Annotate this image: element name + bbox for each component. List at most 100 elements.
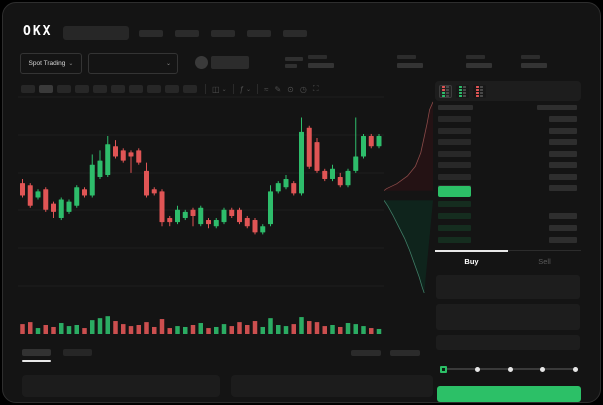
ask-amount-placeholder	[549, 139, 577, 145]
candle-style-icon: ◫	[212, 84, 220, 94]
stat-value-placeholder	[397, 63, 423, 68]
bid-price-placeholder	[438, 225, 471, 231]
book-asks-icon[interactable]	[473, 84, 486, 98]
history-icon: ◷	[299, 84, 307, 94]
mid-price-badge[interactable]	[438, 186, 471, 197]
fullscreen-icon: ⛶	[312, 84, 319, 93]
nav-item-placeholder[interactable]	[139, 30, 163, 37]
chevron-down-icon: ⌄	[221, 86, 227, 93]
bid-amount-placeholder	[549, 237, 577, 243]
bid-row[interactable]	[438, 225, 577, 231]
order-input-placeholder[interactable]	[436, 304, 580, 330]
order-form	[436, 275, 580, 355]
line-type-icon: ≈	[264, 84, 269, 94]
toolbar-divider	[232, 84, 234, 94]
amount-slider[interactable]	[440, 362, 578, 376]
history-button[interactable]: ◷	[300, 85, 307, 94]
order-input-placeholder[interactable]	[436, 275, 580, 299]
ask-amount-placeholder	[549, 116, 577, 122]
buy-submit-button[interactable]	[437, 386, 581, 402]
ask-price-placeholder	[438, 162, 471, 168]
search-input[interactable]	[63, 26, 129, 40]
tab-buy[interactable]: Buy	[435, 250, 508, 271]
pair-selector-dropdown[interactable]: ⌄	[88, 53, 178, 74]
bids-list	[438, 201, 577, 249]
bid-row[interactable]	[438, 237, 577, 243]
market-type-dropdown[interactable]: Spot Trading ⌄	[20, 53, 82, 74]
draw-icon: ✎	[274, 84, 282, 94]
ask-price-placeholder	[438, 116, 471, 122]
draw-button[interactable]: ✎	[274, 85, 281, 94]
timeframe-button[interactable]	[21, 85, 35, 93]
bottom-link-placeholder[interactable]	[351, 350, 381, 356]
line-type-button[interactable]: ≈	[264, 85, 268, 94]
nav-item-placeholder[interactable]	[175, 30, 199, 37]
book-bids-icon[interactable]	[456, 84, 469, 98]
last-price-placeholder	[211, 56, 249, 69]
change-percent-placeholder	[285, 64, 297, 68]
timeframe-button[interactable]	[129, 85, 143, 93]
chevron-down-icon: ⌄	[165, 61, 171, 67]
snapshot-button[interactable]: ⊙	[287, 85, 294, 94]
slider-stop[interactable]	[540, 366, 546, 372]
ask-row[interactable]	[438, 150, 577, 157]
slider-stop[interactable]	[573, 366, 578, 372]
ticker-stat	[466, 55, 492, 68]
market-type-label: Spot Trading	[28, 60, 66, 67]
book-all-icon[interactable]	[439, 84, 452, 98]
ask-amount-placeholder	[549, 162, 577, 168]
slider-stop[interactable]	[507, 366, 513, 372]
toolbar-divider	[257, 84, 259, 94]
slider-stops	[440, 362, 578, 376]
bottom-link-placeholder[interactable]	[390, 350, 420, 356]
change-value-placeholder	[285, 57, 303, 61]
stat-label-placeholder	[521, 55, 540, 59]
nav-item-placeholder[interactable]	[211, 30, 235, 37]
ticker-stat	[397, 55, 423, 68]
orders-panel-placeholder	[231, 375, 433, 397]
timeframe-button[interactable]	[165, 85, 179, 93]
bottom-tab[interactable]	[63, 349, 92, 356]
fullscreen-button[interactable]: ⛶	[313, 84, 319, 94]
ask-row[interactable]	[438, 127, 577, 134]
order-input-placeholder[interactable]	[436, 335, 580, 350]
orderbook-header	[438, 105, 577, 110]
timeframe-button[interactable]	[183, 85, 197, 93]
ask-row[interactable]	[438, 173, 577, 180]
nav-item-placeholder[interactable]	[247, 30, 271, 37]
chevron-down-icon: ⌄	[68, 61, 74, 67]
bid-row[interactable]	[438, 213, 577, 219]
toolbar-divider	[205, 84, 206, 94]
orderbook-view-modes	[439, 84, 486, 98]
candle-style-button[interactable]: ◫ ⌄	[212, 85, 227, 94]
stat-label-placeholder	[466, 55, 485, 59]
timeframe-button[interactable]	[111, 85, 125, 93]
nav-item-placeholder[interactable]	[283, 30, 307, 37]
timeframe-button[interactable]	[93, 85, 107, 93]
stat-value-placeholder	[466, 63, 492, 68]
ask-price-placeholder	[438, 139, 471, 145]
active-tab-underline	[22, 360, 51, 362]
asks-list	[438, 116, 577, 197]
ask-amount-placeholder	[549, 127, 577, 134]
bottom-tab-active[interactable]	[22, 349, 51, 356]
ask-price-placeholder	[438, 127, 471, 134]
indicators-button[interactable]: ƒ ⌄	[240, 85, 251, 94]
tab-sell[interactable]: Sell	[508, 250, 581, 271]
timeframe-button[interactable]	[75, 85, 89, 93]
ask-row[interactable]	[438, 116, 577, 122]
stat-label-placeholder	[397, 55, 416, 59]
slider-handle[interactable]	[440, 365, 447, 373]
snapshot-icon: ⊙	[287, 84, 294, 94]
candlestick-chart[interactable]	[18, 95, 384, 338]
top-nav	[139, 30, 307, 37]
ask-amount-placeholder	[549, 185, 577, 191]
timeframe-button[interactable]	[39, 85, 53, 93]
ask-row[interactable]	[438, 162, 577, 168]
slider-stop[interactable]	[474, 366, 480, 372]
timeframe-button[interactable]	[57, 85, 71, 93]
bid-row[interactable]	[438, 201, 577, 207]
timeframe-button[interactable]	[147, 85, 161, 93]
ask-row[interactable]	[438, 139, 577, 145]
